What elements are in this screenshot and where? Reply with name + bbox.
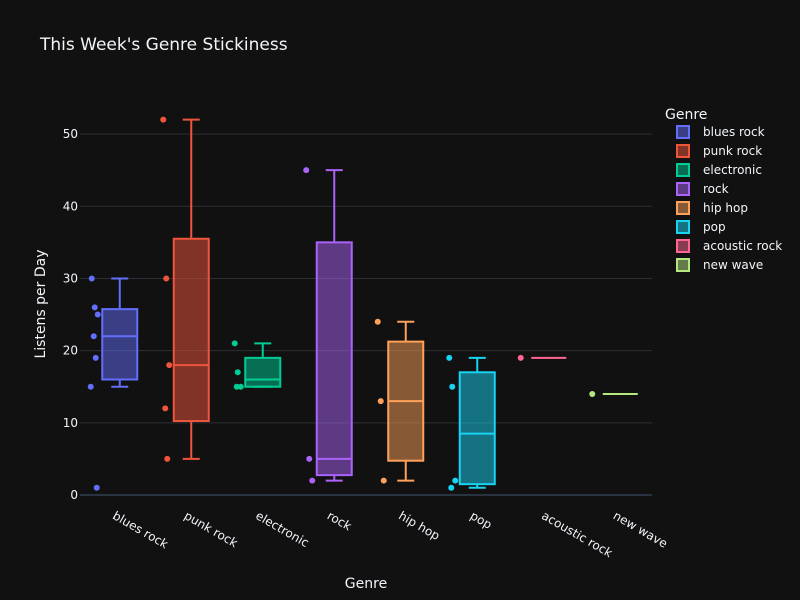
y-tick-label: 50: [63, 127, 78, 141]
data-point: [306, 455, 313, 462]
data-point: [452, 477, 459, 484]
legend-swatch: [676, 163, 690, 177]
data-point: [234, 369, 241, 376]
data-point: [90, 333, 97, 340]
legend-swatch: [676, 201, 690, 215]
legend-title: Genre: [665, 107, 707, 123]
data-point: [91, 304, 98, 311]
data-point: [87, 383, 94, 390]
box-trace: [160, 116, 210, 462]
data-point: [92, 354, 99, 361]
data-point: [380, 477, 387, 484]
y-tick-label: 10: [63, 416, 78, 430]
box: [172, 237, 210, 423]
data-point: [88, 275, 95, 282]
legend-item: hip hop: [676, 201, 748, 215]
box-trace: [446, 354, 496, 491]
y-tick-label: 20: [63, 344, 78, 358]
y-tick-label: 0: [70, 488, 78, 502]
legend-swatch: [676, 258, 690, 272]
data-point: [377, 398, 384, 405]
y-tick-label: 40: [63, 199, 78, 213]
legend-label: blues rock: [703, 125, 765, 139]
legend-label: new wave: [703, 258, 763, 272]
legend-swatch: [676, 220, 690, 234]
legend-label: electronic: [703, 163, 762, 177]
data-point: [589, 390, 596, 397]
data-point: [164, 455, 171, 462]
chart-title: This Week's Genre Stickiness: [39, 35, 288, 55]
legend-label: acoustic rock: [703, 239, 782, 253]
x-axis-title: Genre: [345, 576, 387, 592]
legend-swatch: [676, 182, 690, 196]
legend: Genre blues rock punk rock electronic rock h…: [665, 107, 782, 272]
data-point: [93, 484, 100, 491]
data-point: [233, 383, 240, 390]
legend-label: pop: [703, 220, 726, 234]
legend-swatch: [676, 144, 690, 158]
legend-label: punk rock: [703, 144, 762, 158]
box: [315, 241, 353, 477]
y-axis-title: Listens per Day: [33, 249, 49, 358]
data-point: [94, 311, 101, 318]
data-point: [162, 405, 169, 412]
data-point: [517, 354, 524, 361]
box-trace: [303, 167, 353, 484]
box: [101, 308, 139, 381]
data-point: [449, 383, 456, 390]
data-point: [309, 477, 316, 484]
box: [458, 371, 496, 486]
box-trace: [517, 354, 567, 361]
legend-swatch: [676, 125, 690, 139]
data-point: [160, 116, 167, 123]
legend-item: electronic: [676, 163, 762, 177]
data-point: [231, 340, 238, 347]
legend-item: acoustic rock: [676, 239, 782, 253]
legend-label: hip hop: [703, 201, 748, 215]
legend-label: rock: [703, 182, 729, 196]
legend-item: blues rock: [676, 125, 765, 139]
y-tick-label: 30: [63, 271, 78, 285]
data-point: [446, 354, 453, 361]
legend-item: pop: [676, 220, 726, 234]
box-trace: [231, 340, 282, 390]
box-traces: [87, 116, 638, 491]
legend-item: new wave: [676, 258, 763, 272]
legend-item: punk rock: [676, 144, 762, 158]
box: [244, 356, 282, 388]
y-tick-labels: 0 10 20 30 40 50: [63, 127, 78, 502]
data-point: [374, 318, 381, 325]
data-point: [163, 275, 170, 282]
legend-swatch: [676, 239, 690, 253]
box-trace: [87, 275, 139, 491]
data-point: [448, 484, 455, 491]
legend-item: rock: [676, 182, 729, 196]
box-trace: [374, 318, 425, 484]
box-trace: [589, 390, 638, 397]
data-point: [166, 362, 173, 369]
data-point: [303, 167, 310, 174]
